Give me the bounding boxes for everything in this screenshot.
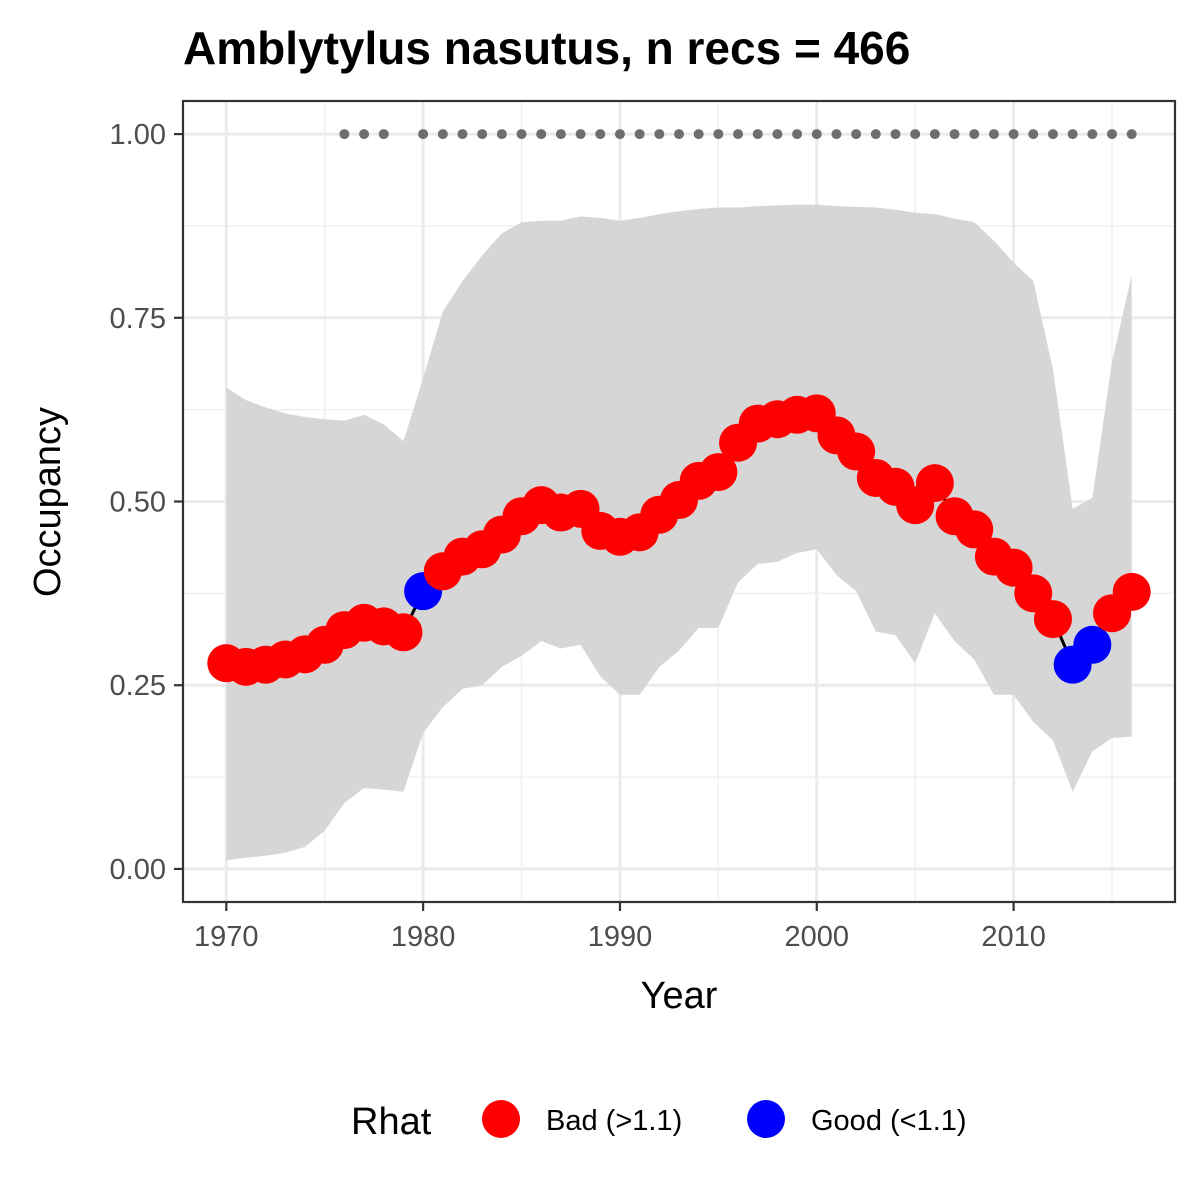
occupancy-point-bad	[1033, 600, 1072, 639]
legend: Rhat Bad (>1.1) Good (<1.1)	[351, 1100, 967, 1143]
record-year-point	[811, 129, 822, 140]
record-year-point	[851, 129, 862, 140]
record-year-point	[1087, 129, 1098, 140]
occupancy-point-bad	[1112, 572, 1151, 611]
occupancy-point-bad	[994, 548, 1033, 587]
occupancy-point-bad	[915, 464, 954, 503]
record-year-point	[792, 129, 803, 140]
record-year-point	[752, 129, 763, 140]
x-tick-label: 2000	[785, 921, 850, 953]
occupancy-point-bad	[384, 613, 423, 652]
record-year-point	[733, 129, 744, 140]
record-year-point	[674, 129, 684, 140]
record-year-point	[870, 129, 881, 140]
record-year-point	[988, 129, 999, 140]
legend-swatch-good	[747, 1100, 785, 1138]
record-year-point	[339, 129, 350, 140]
record-year-point	[654, 129, 665, 140]
record-year-point	[1028, 129, 1039, 140]
legend-title: Rhat	[351, 1101, 432, 1143]
record-year-point	[1107, 129, 1118, 140]
record-year-point	[634, 129, 645, 140]
x-tick-label: 1970	[194, 921, 259, 953]
record-year-point	[1008, 129, 1019, 140]
credible-interval-ribbon	[226, 204, 1132, 861]
x-axis-title: Year	[641, 975, 718, 1017]
record-year-point	[1047, 129, 1058, 140]
record-year-point	[477, 129, 488, 140]
occupancy-point-good	[1073, 625, 1112, 664]
record-year-point	[457, 129, 468, 140]
record-year-point	[359, 129, 370, 140]
record-year-point	[772, 129, 783, 140]
y-tick-label: 0.25	[110, 670, 166, 702]
record-year-point	[575, 129, 586, 140]
record-year-point	[890, 129, 901, 140]
y-tick-label: 0.75	[110, 303, 166, 335]
record-year-point	[595, 129, 606, 140]
occupancy-point-bad	[837, 432, 876, 471]
legend-label-bad: Bad (>1.1)	[546, 1105, 682, 1137]
record-year-point	[713, 129, 724, 140]
occupancy-point-bad	[955, 510, 994, 549]
legend-label-good: Good (<1.1)	[811, 1105, 967, 1137]
record-year-point	[910, 129, 921, 140]
record-year-point	[614, 129, 625, 140]
record-year-point	[378, 129, 389, 140]
record-year-point	[969, 129, 980, 140]
record-year-point	[929, 129, 940, 140]
record-year-point	[949, 129, 960, 140]
chart-title: Amblytylus nasutus, n recs = 466	[183, 22, 910, 74]
record-year-point	[418, 129, 429, 140]
record-year-point	[437, 129, 448, 140]
x-tick-label: 1980	[391, 921, 456, 953]
occupancy-point-bad	[699, 453, 738, 492]
y-tick-label: 1.00	[110, 119, 166, 151]
record-year-point	[1067, 129, 1078, 140]
record-year-point	[1126, 129, 1137, 140]
x-tick-label: 2010	[981, 921, 1046, 953]
record-year-point	[555, 129, 566, 140]
record-year-point	[516, 129, 527, 140]
y-tick-label: 0.00	[110, 854, 166, 886]
y-axis-title: Occupancy	[27, 407, 69, 597]
plot-panel	[181, 99, 1177, 904]
record-year-point	[496, 129, 507, 140]
record-year-point	[831, 129, 842, 140]
record-year-point	[693, 129, 704, 140]
y-tick-label: 0.50	[110, 487, 166, 519]
occupancy-point-bad	[1014, 574, 1053, 613]
legend-swatch-bad	[482, 1100, 520, 1138]
x-tick-label: 1990	[588, 921, 653, 953]
axes: 1970 1980 1990 2000 2010 0.00 0.25 0.50 0.75 1.00	[110, 119, 1046, 953]
record-year-point	[536, 129, 547, 140]
